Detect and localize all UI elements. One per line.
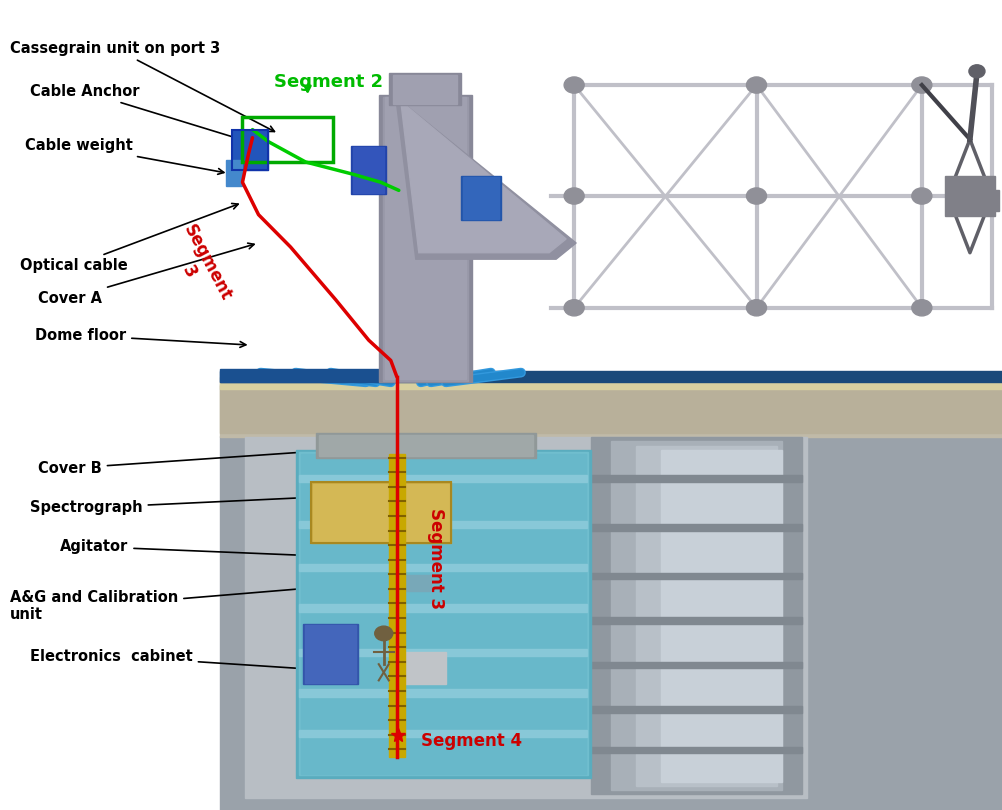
Circle shape [912, 77, 932, 93]
Circle shape [746, 188, 767, 204]
Bar [591, 475, 802, 482]
Bar [945, 176, 995, 216]
Polygon shape [396, 97, 576, 259]
Bar [311, 482, 451, 543]
Bar [636, 446, 777, 786]
Bar [299, 730, 587, 737]
Bar [987, 190, 999, 211]
Bar [305, 625, 356, 683]
Bar [299, 689, 587, 697]
Bar [379, 95, 472, 382]
Bar [319, 435, 533, 456]
Text: Cover A: Cover A [38, 243, 255, 305]
Bar [220, 436, 1002, 810]
Circle shape [564, 300, 584, 316]
Circle shape [375, 626, 393, 641]
Bar [232, 130, 268, 170]
Bar [591, 524, 802, 531]
Circle shape [746, 77, 767, 93]
Text: Cassegrain unit on port 3: Cassegrain unit on port 3 [10, 41, 275, 131]
Text: A&G and Calibration
unit: A&G and Calibration unit [10, 582, 344, 622]
Text: Cover B: Cover B [38, 447, 336, 475]
Bar [220, 385, 1002, 433]
Bar [299, 452, 588, 775]
Bar [661, 450, 782, 782]
Text: Spectrograph: Spectrograph [30, 493, 341, 515]
Bar [591, 437, 802, 794]
Text: Agitator: Agitator [60, 539, 386, 561]
Text: Dome floor: Dome floor [35, 328, 245, 347]
Bar [301, 454, 586, 774]
Bar [316, 433, 536, 458]
Bar [299, 649, 587, 656]
Text: Segment 4: Segment 4 [421, 732, 522, 750]
Bar [591, 617, 802, 624]
Text: Optical cable: Optical cable [20, 203, 238, 273]
Bar [591, 747, 802, 753]
Text: Cable weight: Cable weight [25, 139, 223, 174]
Bar [311, 482, 451, 543]
Text: Cable Anchor: Cable Anchor [30, 84, 253, 144]
Bar [383, 97, 468, 381]
Bar [245, 437, 807, 798]
Bar [232, 130, 268, 170]
Circle shape [912, 300, 932, 316]
Bar [389, 73, 461, 105]
Bar [299, 564, 587, 571]
Bar [401, 575, 431, 591]
Circle shape [746, 300, 767, 316]
Bar [242, 117, 333, 162]
Text: Segment
3: Segment 3 [161, 221, 235, 313]
Bar [313, 484, 449, 541]
Polygon shape [401, 101, 566, 253]
Text: Segment 3: Segment 3 [427, 509, 445, 609]
Bar [353, 147, 384, 193]
Bar [220, 382, 1002, 389]
Circle shape [912, 188, 932, 204]
Bar [393, 75, 457, 104]
Bar [220, 377, 1002, 437]
Bar [591, 662, 802, 668]
Bar [220, 371, 1002, 382]
Bar [299, 475, 587, 482]
Bar [591, 573, 802, 579]
Bar [351, 146, 386, 194]
Circle shape [564, 188, 584, 204]
Bar [296, 450, 591, 778]
Bar [0, 0, 1002, 437]
Bar [389, 454, 405, 757]
Bar [299, 521, 587, 528]
Bar [461, 176, 501, 220]
Bar [299, 604, 587, 612]
Bar [611, 441, 782, 790]
Bar [591, 706, 802, 713]
Bar [463, 177, 499, 219]
Bar [226, 160, 242, 186]
Bar [303, 624, 358, 684]
Text: Segment 2: Segment 2 [274, 73, 383, 91]
Bar [385, 97, 466, 379]
Bar [401, 652, 446, 684]
Circle shape [969, 65, 985, 78]
Circle shape [564, 77, 584, 93]
Text: Electronics  cabinet: Electronics cabinet [30, 649, 354, 675]
Bar [220, 369, 396, 382]
